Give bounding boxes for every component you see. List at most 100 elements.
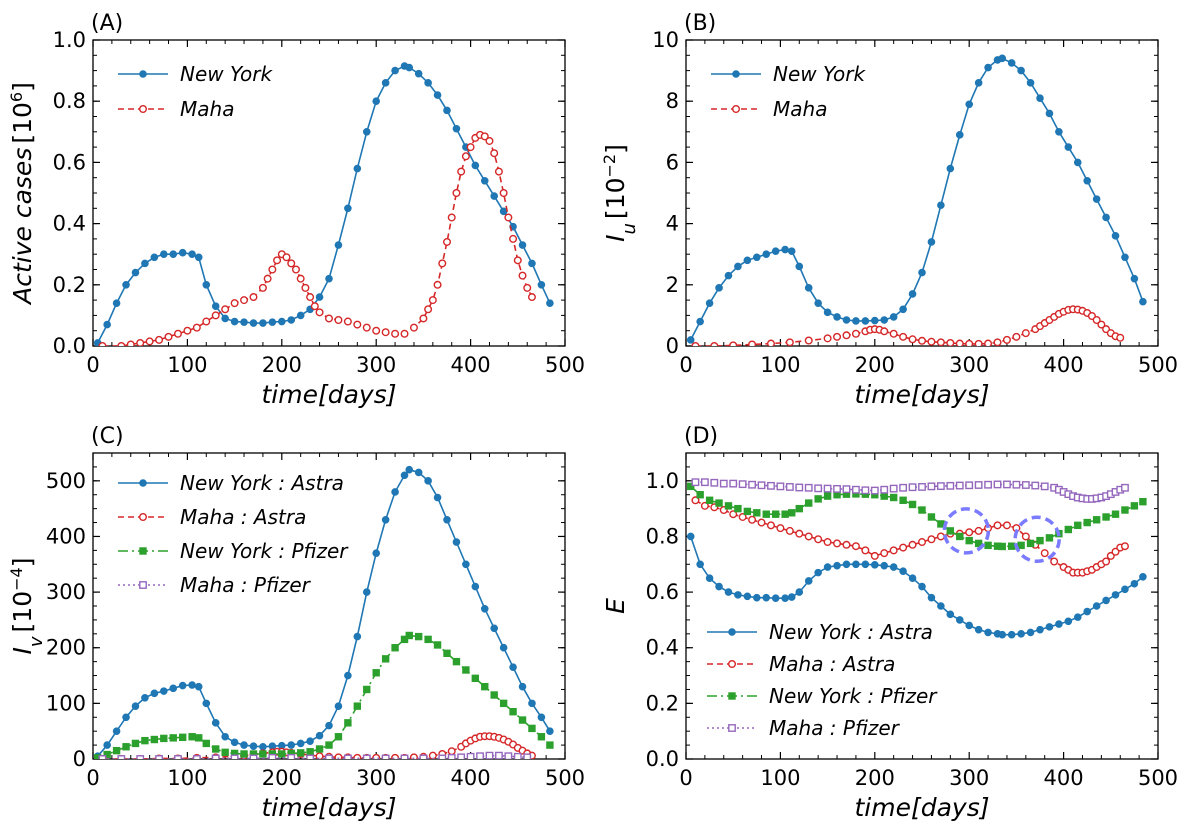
data-point xyxy=(908,540,917,549)
data-point xyxy=(1026,539,1035,548)
data-point xyxy=(965,536,973,545)
data-point xyxy=(178,733,187,742)
plot-area xyxy=(93,465,554,759)
data-point xyxy=(696,560,704,569)
data-point xyxy=(1007,59,1016,67)
data-point xyxy=(381,515,390,524)
data-point xyxy=(287,259,296,268)
data-point xyxy=(842,331,851,340)
data-point xyxy=(823,492,832,500)
data-point xyxy=(965,528,974,537)
legend-item: New York : Pfizer xyxy=(707,684,938,708)
data-point xyxy=(936,338,945,346)
data-point xyxy=(715,499,723,507)
series-3 xyxy=(98,751,532,759)
data-point xyxy=(476,752,484,759)
data-point xyxy=(428,296,437,305)
y-tick-label: 10 xyxy=(652,28,679,52)
panel-label: (D) xyxy=(684,424,718,449)
data-point xyxy=(965,621,974,630)
data-point xyxy=(546,741,554,749)
data-point xyxy=(178,248,187,257)
data-point xyxy=(974,79,983,87)
panel-b: 0 100 200 300 400 500 0 2 4 6 8 10(B) time[days] Iu[1… xyxy=(600,11,1179,409)
data-point xyxy=(296,311,305,320)
data-point xyxy=(122,713,130,722)
y-axis-label: Iu[10−2] xyxy=(600,144,640,242)
data-point xyxy=(880,549,889,558)
data-point xyxy=(918,582,926,591)
data-point xyxy=(273,256,282,265)
data-point xyxy=(452,124,461,133)
y-tick-label: 0 xyxy=(73,747,86,771)
data-point xyxy=(927,513,936,521)
data-point xyxy=(353,702,362,710)
data-point xyxy=(240,296,249,305)
data-point xyxy=(1116,333,1125,342)
data-point xyxy=(965,481,974,490)
series-0 xyxy=(93,465,554,759)
data-point xyxy=(833,484,841,493)
data-point xyxy=(955,131,964,139)
data-point xyxy=(192,323,201,332)
data-point xyxy=(993,338,1002,346)
y-tick-label: 0.6 xyxy=(53,150,86,174)
data-point xyxy=(851,542,860,551)
data-point xyxy=(696,491,704,499)
data-point xyxy=(315,745,324,753)
data-point xyxy=(1139,572,1147,581)
data-point xyxy=(795,262,804,271)
data-point xyxy=(131,702,140,710)
data-point xyxy=(823,563,832,571)
data-point xyxy=(150,735,159,744)
data-point xyxy=(748,340,757,346)
data-point xyxy=(287,753,296,759)
data-point xyxy=(405,631,413,640)
data-point xyxy=(833,332,842,341)
data-point xyxy=(523,283,532,292)
data-point xyxy=(1130,502,1139,510)
data-point xyxy=(984,63,992,72)
panel-a: 0 100 200 300 400 500 0.0 0.2 0.4 0.6 0.8 1.0(A) tim… xyxy=(7,11,586,409)
data-point xyxy=(391,66,399,75)
data-point xyxy=(734,504,742,513)
data-point xyxy=(705,299,714,307)
legend: New York Maha xyxy=(118,62,273,121)
data-point xyxy=(743,507,752,516)
data-point xyxy=(1045,109,1054,118)
x-tick-label: 0 xyxy=(679,353,692,377)
data-point xyxy=(889,493,898,502)
data-point xyxy=(1036,625,1044,634)
series-0 xyxy=(686,532,1147,639)
data-point xyxy=(452,188,461,197)
data-point xyxy=(192,755,201,759)
data-point xyxy=(852,317,860,325)
data-point xyxy=(927,482,936,491)
y-tick-label: 0.2 xyxy=(53,273,86,297)
data-point xyxy=(1102,557,1111,566)
data-point xyxy=(936,482,945,491)
series-line xyxy=(689,57,1144,341)
data-point xyxy=(974,526,983,535)
data-point xyxy=(174,755,182,759)
data-point xyxy=(240,318,248,326)
data-point xyxy=(691,342,700,346)
data-point xyxy=(504,213,513,222)
data-point xyxy=(155,755,163,759)
data-point xyxy=(842,485,851,494)
x-tick-label: 300 xyxy=(356,766,396,790)
data-point xyxy=(230,754,239,759)
data-point xyxy=(771,594,780,603)
data-point xyxy=(414,69,423,78)
data-point xyxy=(466,752,475,759)
data-point xyxy=(419,754,428,759)
data-point xyxy=(705,574,714,582)
data-point xyxy=(974,625,983,634)
panel-label: (A) xyxy=(91,11,123,36)
data-point xyxy=(927,593,936,602)
data-point xyxy=(1045,534,1054,542)
data-point xyxy=(509,708,517,716)
data-point xyxy=(861,486,870,495)
data-point xyxy=(998,542,1006,551)
data-point xyxy=(325,314,334,323)
